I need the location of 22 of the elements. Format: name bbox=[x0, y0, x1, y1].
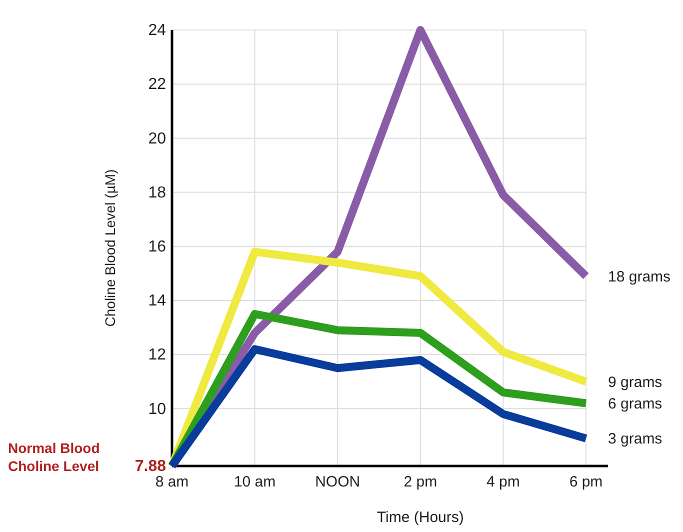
y-tick-label: 7.88 bbox=[134, 458, 166, 476]
y-tick-label: 14 bbox=[148, 292, 166, 310]
x-axis-title: Time (Hours) bbox=[376, 509, 464, 526]
x-tick-label: 2 pm bbox=[404, 474, 438, 491]
series-label: 3 grams bbox=[608, 430, 662, 448]
series-label: 6 grams bbox=[608, 396, 662, 412]
series-label: 18 grams bbox=[608, 268, 671, 286]
y-tick-label: 10 bbox=[148, 400, 166, 418]
y-tick-label: 22 bbox=[148, 76, 166, 94]
y-tick-label: 20 bbox=[148, 130, 166, 148]
y-tick-label: 16 bbox=[148, 238, 166, 256]
y-tick-label: 18 bbox=[148, 184, 166, 202]
y-axis-title: Choline Blood Level (µM) bbox=[102, 169, 118, 327]
x-tick-label: NOON bbox=[315, 474, 360, 491]
x-tick-label: 4 pm bbox=[486, 474, 520, 491]
y-tick-label: 24 bbox=[148, 22, 166, 40]
text: Normal Blood Choline Level bbox=[8, 440, 100, 474]
series-label: 9 grams bbox=[608, 374, 662, 391]
y-tick-label: 12 bbox=[148, 346, 166, 364]
x-tick-label: 10 am bbox=[234, 474, 276, 491]
x-tick-label: 6 pm bbox=[569, 474, 603, 491]
x-tick-label: 8 am bbox=[155, 474, 189, 491]
